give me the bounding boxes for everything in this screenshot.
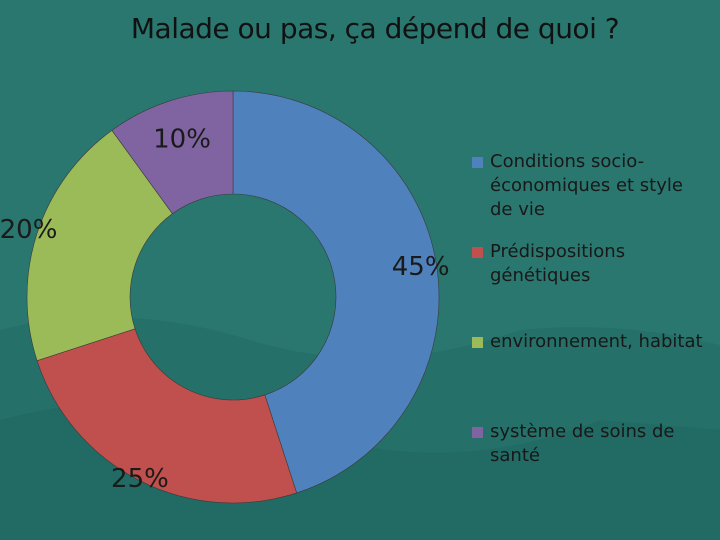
- legend-item-4: système de soins de santé: [470, 420, 706, 468]
- chart-title: Malade ou pas, ça dépend de quoi ?: [130, 12, 620, 45]
- legend-swatch-2: [472, 247, 483, 258]
- slice-value-label-3: 20%: [0, 215, 57, 245]
- legend-item-1: Conditions socio-économiques et style de…: [470, 150, 706, 222]
- legend-swatch-1: [472, 157, 483, 168]
- legend-swatch-4: [472, 427, 483, 438]
- donut-slice-2: [36, 328, 298, 504]
- donut-slice-1: [232, 90, 440, 494]
- legend-swatch-3: [472, 337, 483, 348]
- donut-slice-4: [111, 90, 234, 215]
- slice-value-label-1: 45%: [392, 252, 450, 282]
- legend-item-2: Prédispositions génétiques: [470, 240, 706, 288]
- legend-item-3: environnement, habitat: [470, 330, 706, 354]
- slice-value-label-2: 25%: [111, 464, 169, 494]
- legend-label-2: Prédispositions génétiques: [490, 241, 626, 286]
- slice-value-label-4: 10%: [153, 125, 211, 155]
- legend-label-3: environnement, habitat: [490, 331, 703, 352]
- donut-slice-3: [26, 129, 173, 362]
- legend-label-1: Conditions socio-économiques et style de…: [490, 151, 683, 220]
- legend-label-4: système de soins de santé: [490, 421, 675, 466]
